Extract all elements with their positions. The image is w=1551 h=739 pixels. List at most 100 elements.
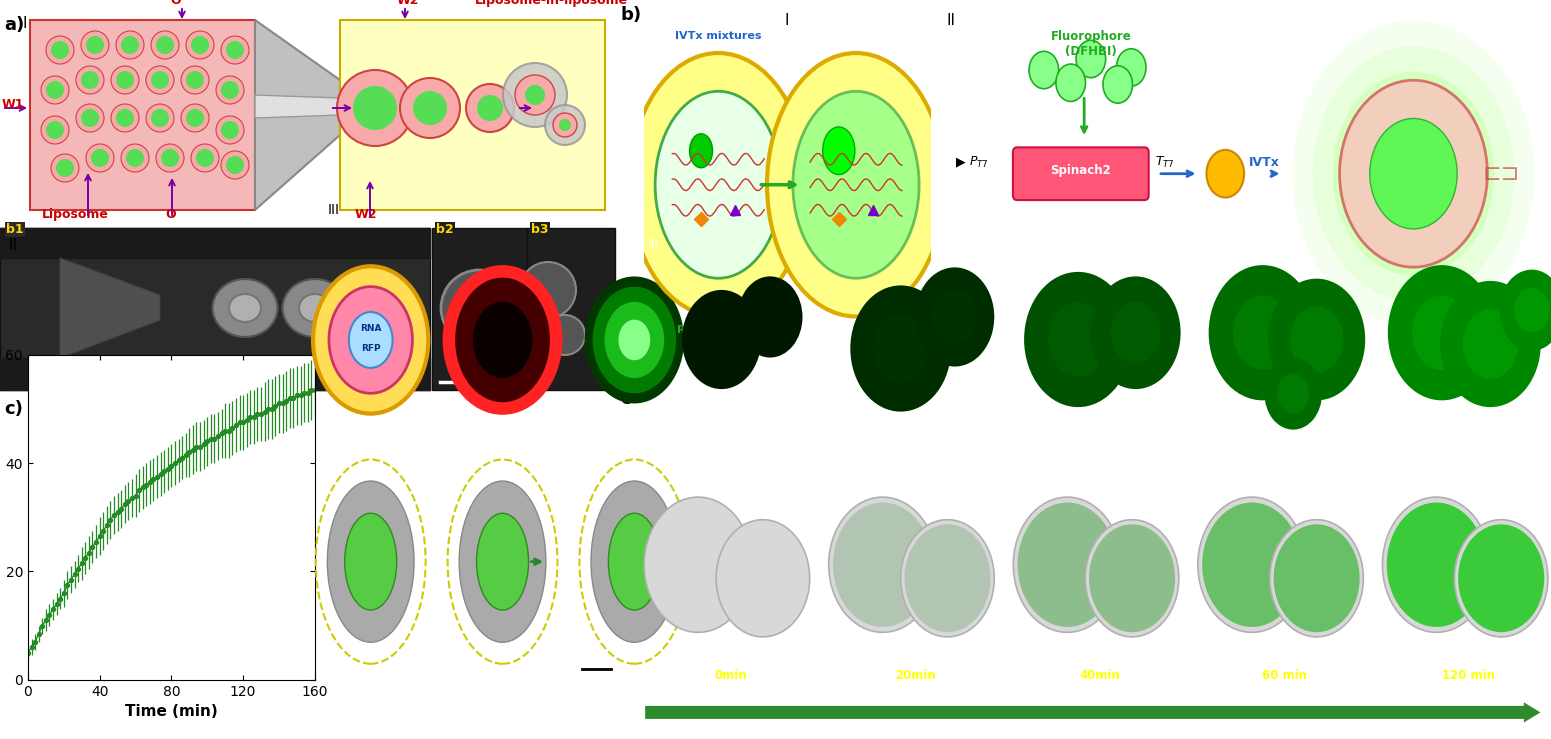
Circle shape: [47, 81, 64, 99]
Circle shape: [465, 84, 513, 132]
Text: 0min: 0min: [713, 669, 748, 682]
Circle shape: [682, 290, 762, 389]
Circle shape: [226, 41, 244, 59]
Text: $P_{T7}$: $P_{T7}$: [968, 155, 988, 170]
Ellipse shape: [282, 279, 347, 337]
Ellipse shape: [230, 294, 261, 322]
Circle shape: [544, 105, 585, 145]
Circle shape: [630, 53, 807, 316]
Text: 120 min: 120 min: [1442, 669, 1495, 682]
Circle shape: [47, 121, 64, 139]
Circle shape: [793, 91, 920, 279]
Polygon shape: [254, 20, 340, 210]
Circle shape: [592, 287, 676, 393]
Text: $\blacktriangleright$: $\blacktriangleright$: [952, 155, 968, 170]
Circle shape: [822, 127, 855, 174]
Text: II: II: [8, 238, 17, 253]
Circle shape: [150, 109, 169, 127]
Circle shape: [195, 149, 214, 167]
Circle shape: [1207, 150, 1244, 197]
Circle shape: [1500, 270, 1551, 351]
Text: b3: b3: [530, 223, 549, 236]
Circle shape: [828, 497, 937, 633]
Circle shape: [1332, 72, 1494, 276]
Text: IV: IV: [645, 472, 658, 486]
Circle shape: [478, 95, 503, 121]
Circle shape: [56, 159, 74, 177]
Circle shape: [344, 514, 397, 610]
Text: a): a): [5, 16, 25, 34]
Circle shape: [126, 149, 144, 167]
Circle shape: [1292, 21, 1534, 327]
Text: c): c): [5, 400, 23, 418]
Text: c: c: [620, 390, 631, 408]
Circle shape: [226, 156, 244, 174]
Circle shape: [1017, 503, 1117, 627]
Text: III: III: [648, 238, 659, 251]
Circle shape: [524, 85, 544, 105]
Circle shape: [1024, 272, 1132, 407]
Text: b): b): [620, 6, 641, 24]
Text: Fluorophore
(DFHBI): Fluorophore (DFHBI): [1050, 30, 1131, 58]
Text: 20min: 20min: [895, 669, 935, 682]
Circle shape: [1269, 279, 1365, 401]
Text: RNA detector: RNA detector: [676, 325, 760, 336]
Circle shape: [1086, 520, 1179, 637]
Circle shape: [1463, 310, 1518, 378]
Circle shape: [181, 66, 209, 94]
Circle shape: [850, 285, 951, 412]
Circle shape: [186, 109, 205, 127]
Circle shape: [146, 104, 174, 132]
Circle shape: [1382, 497, 1491, 633]
FancyBboxPatch shape: [1013, 147, 1149, 200]
Text: RFP: RFP: [361, 344, 380, 353]
Circle shape: [1387, 503, 1486, 627]
Circle shape: [81, 31, 109, 59]
Circle shape: [1233, 296, 1292, 370]
Bar: [527, 228, 616, 390]
Circle shape: [1270, 520, 1363, 637]
Circle shape: [1278, 374, 1309, 413]
Circle shape: [400, 78, 461, 138]
Text: 40min: 40min: [1079, 669, 1120, 682]
Text: f: f: [295, 545, 301, 560]
Circle shape: [1197, 497, 1306, 633]
Bar: [29, 20, 254, 210]
Circle shape: [116, 109, 133, 127]
Circle shape: [605, 302, 664, 378]
Circle shape: [655, 91, 782, 279]
Circle shape: [901, 520, 994, 637]
Circle shape: [768, 53, 945, 316]
Circle shape: [51, 41, 68, 59]
Bar: [340, 20, 605, 210]
Circle shape: [515, 75, 555, 115]
Text: W1: W1: [2, 98, 25, 111]
Circle shape: [220, 151, 250, 179]
Text: 60 min: 60 min: [1261, 669, 1307, 682]
FancyArrow shape: [645, 702, 1540, 723]
Circle shape: [1290, 306, 1343, 373]
Circle shape: [458, 286, 501, 330]
Circle shape: [1458, 525, 1545, 632]
Circle shape: [833, 503, 932, 627]
Circle shape: [181, 104, 209, 132]
Text: III: III: [327, 203, 340, 217]
Circle shape: [51, 154, 79, 182]
Circle shape: [544, 315, 585, 355]
Circle shape: [157, 144, 185, 172]
Circle shape: [1273, 525, 1360, 632]
Circle shape: [85, 36, 104, 54]
Circle shape: [116, 71, 133, 89]
Circle shape: [40, 116, 68, 144]
Circle shape: [619, 319, 650, 361]
Circle shape: [76, 104, 104, 132]
Circle shape: [220, 121, 239, 139]
Circle shape: [440, 270, 516, 346]
Circle shape: [1013, 497, 1121, 633]
Text: Liposome: Liposome: [42, 208, 109, 221]
Circle shape: [191, 36, 209, 54]
Circle shape: [1514, 288, 1549, 333]
Circle shape: [220, 81, 239, 99]
Circle shape: [1111, 302, 1160, 364]
Circle shape: [1208, 265, 1317, 401]
